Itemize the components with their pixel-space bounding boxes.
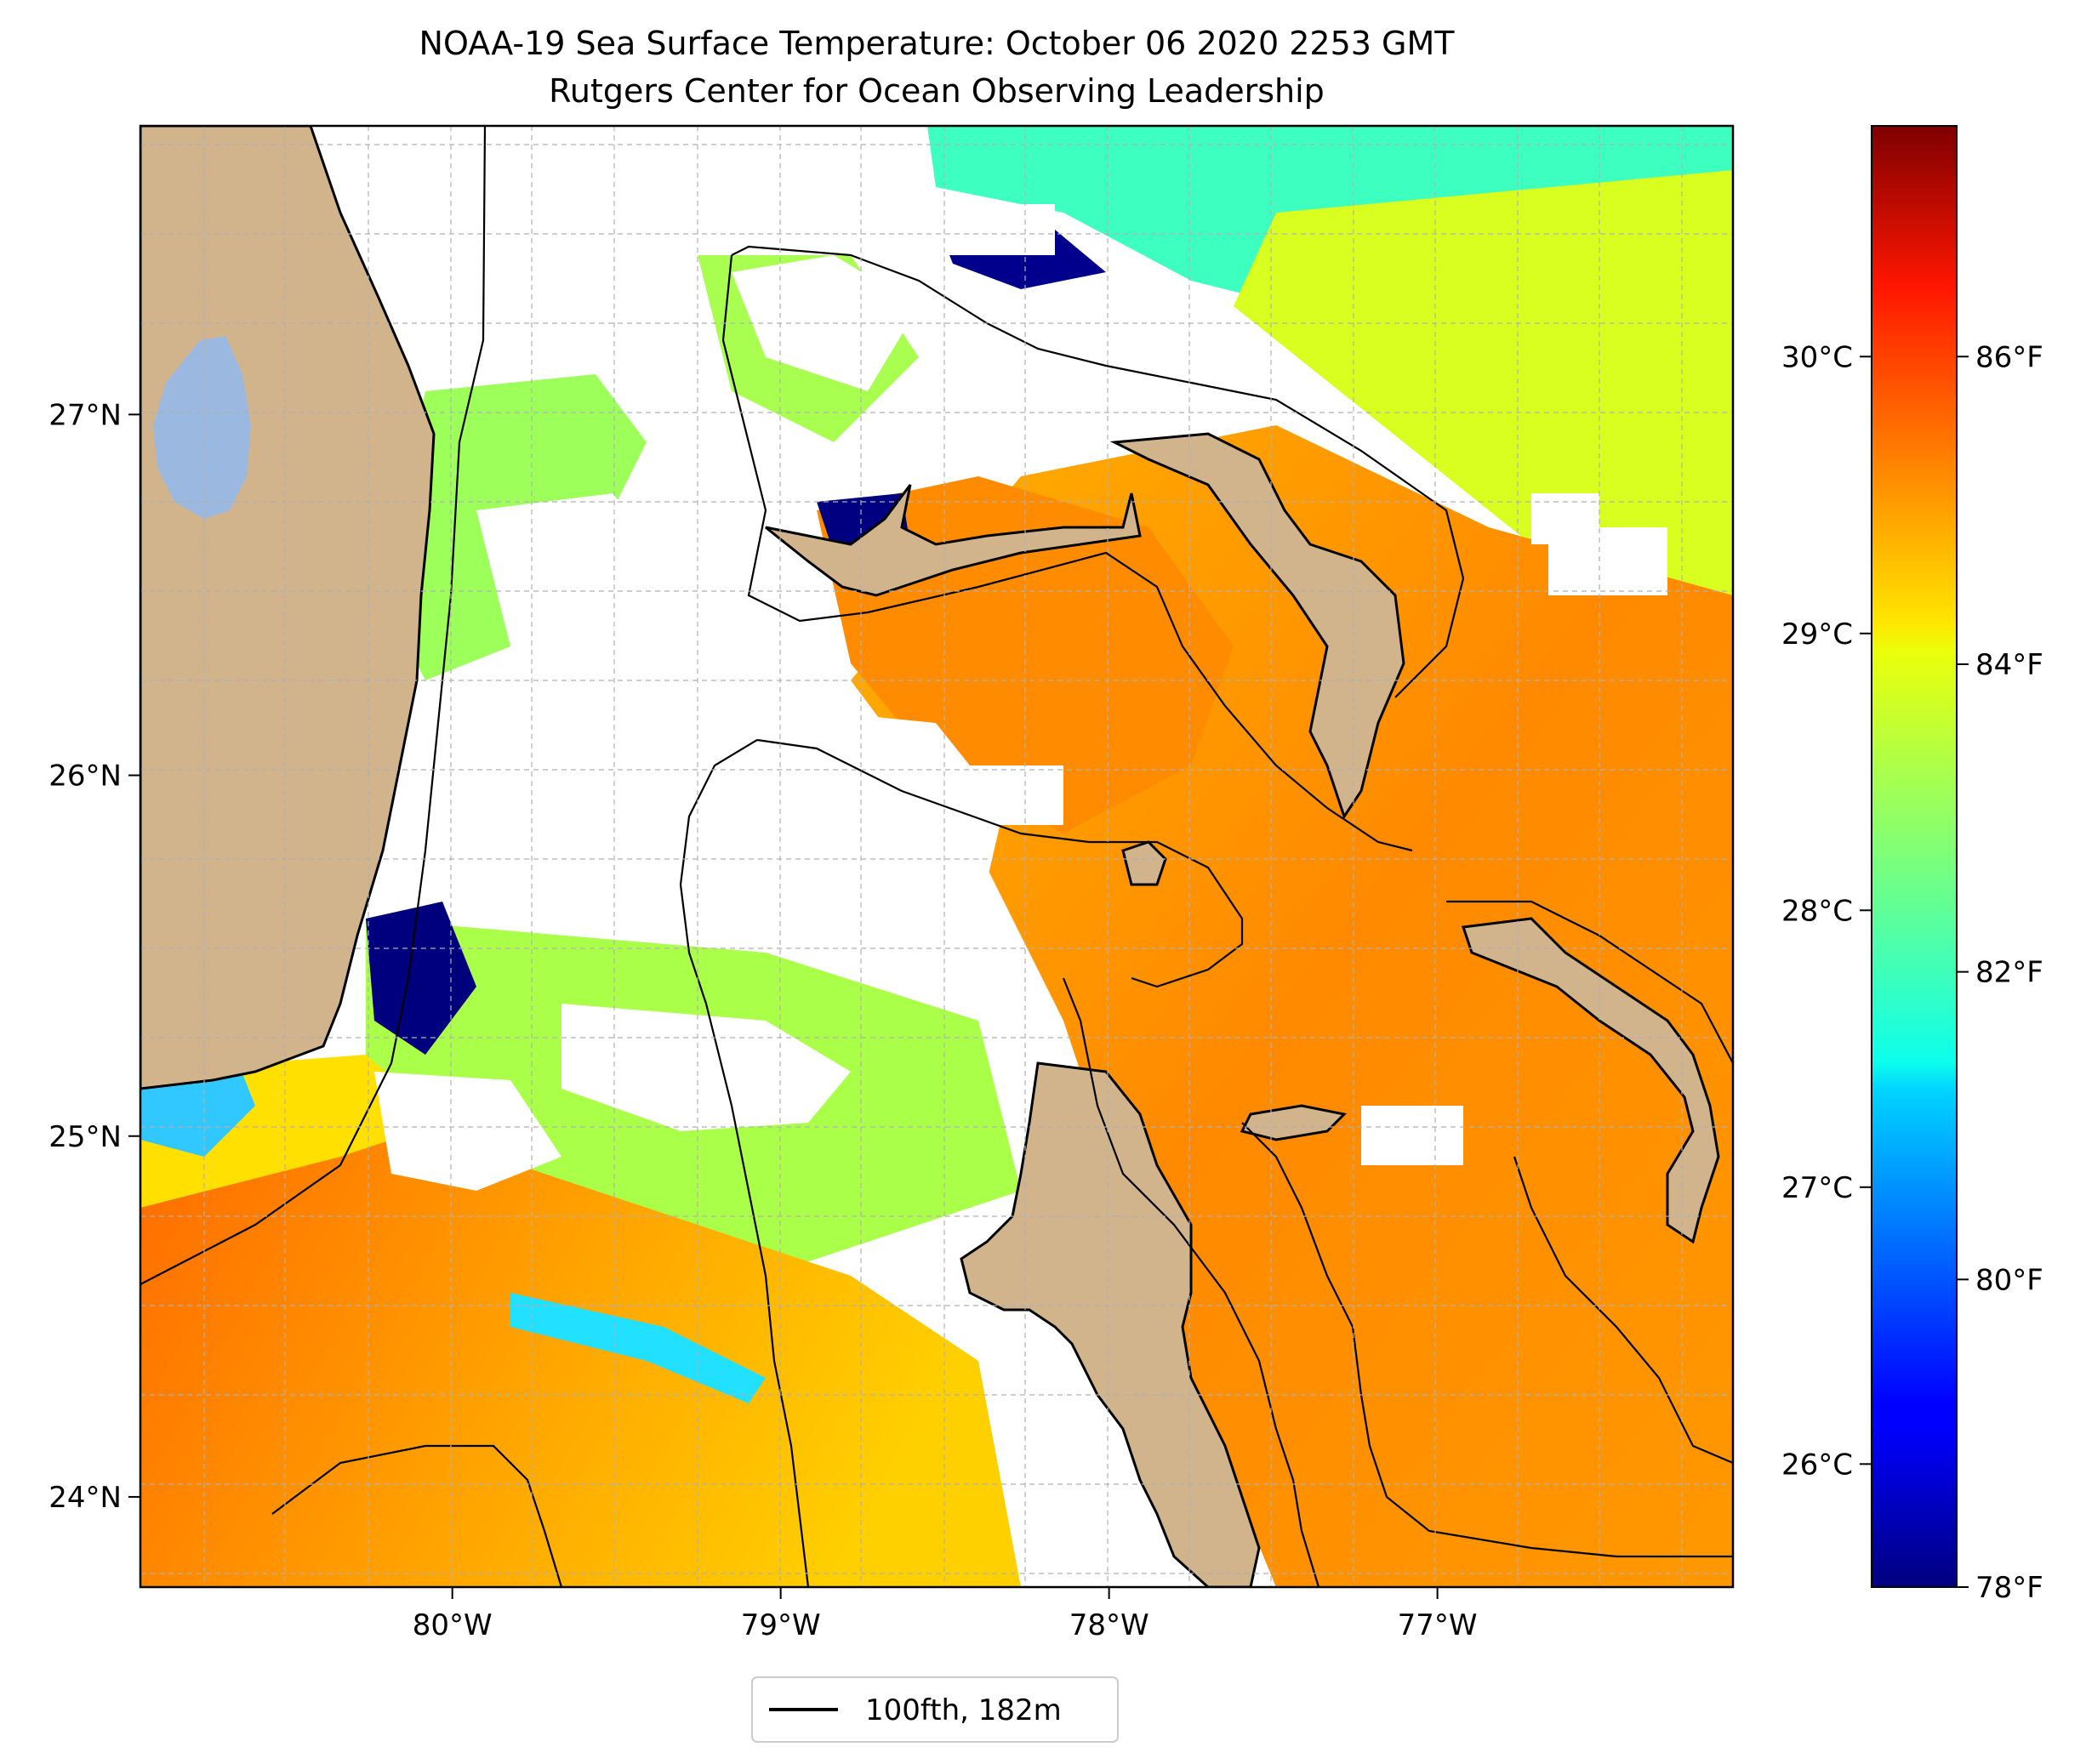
cloud-mask-east-2: [1361, 1106, 1463, 1165]
sst-region-south: [140, 1106, 1021, 1587]
legend-box: [751, 1676, 1119, 1743]
isobath-contours: [140, 126, 1733, 1587]
gridlines: [140, 126, 1733, 1587]
legend-entry-label: 100fth, 182m: [865, 1693, 1062, 1727]
sst-cold-patch-1: [366, 902, 476, 1055]
y-tick-label-0: 27°N: [48, 398, 122, 432]
land-berry-islands: [1121, 840, 1167, 886]
figure-title-line2: Rutgers Center for Ocean Observing Leade…: [549, 72, 1325, 110]
land-grand-bahama: [765, 484, 1142, 597]
x-tick-label-1: 79°W: [741, 1608, 821, 1642]
colorbar-ticks: 86°F 84°F 82°F 80°F 78°F 30°C 29°C 28°C 27°C 26°C: [1781, 340, 2043, 1605]
land-eleuthera: [1461, 917, 1720, 1244]
cloud-mask-south-1: [1055, 1497, 1140, 1556]
colorbar-c-label-4: 26°C: [1781, 1448, 1853, 1482]
isobath-eleuthera-east: [1446, 900, 1733, 1064]
isobath-florida-shelf: [140, 126, 487, 1285]
y-tick-label-3: 24°N: [48, 1481, 122, 1515]
isobath-andros-west: [1062, 977, 1320, 1587]
cloud-mask-north-1: [927, 204, 1055, 255]
colorbar-f-label-3: 80°F: [1975, 1263, 2043, 1297]
legend: 100fth, 182m: [751, 1676, 1119, 1743]
colorbar-f-label-1: 84°F: [1975, 648, 2043, 682]
isobath-west-tongue: [679, 739, 810, 1587]
colorbar-c-label-3: 27°C: [1781, 1171, 1853, 1205]
colorbar-f-label-2: 82°F: [1975, 956, 2043, 990]
sst-cyan-streak-1: [510, 1293, 766, 1403]
colorbar-f-label-4: 78°F: [1975, 1571, 2043, 1605]
figure-title-line1: NOAA-19 Sea Surface Temperature: October…: [419, 25, 1456, 62]
isobath-south-west: [271, 1444, 563, 1587]
cloud-mask-center-lower: [561, 1004, 851, 1131]
isobath-great-bahama-north: [721, 254, 1413, 852]
colorbar: 86°F 84°F 82°F 80°F 78°F 30°C 29°C 28°C 27°C 26°C: [1781, 125, 2043, 1605]
isobath-central: [756, 738, 1244, 988]
isobath-tongue-of-ocean: [1241, 1122, 1733, 1558]
cloud-mask-east-3: [1548, 527, 1667, 595]
land-abaco: [1109, 432, 1405, 820]
colorbar-c-label-1: 29°C: [1781, 617, 1853, 652]
isobath-exuma-sound: [1513, 1156, 1733, 1465]
land-new-providence: [1240, 1104, 1348, 1141]
x-tick-label-2: 78°W: [1069, 1608, 1149, 1642]
y-tick-label-2: 25°N: [48, 1120, 122, 1154]
cloud-mask-mid-1: [961, 765, 1063, 825]
map-frame: [139, 124, 1735, 1589]
cloud-mask-west: [476, 493, 681, 646]
cloud-mask-keys: [374, 1072, 561, 1191]
lake-okeechobee: [153, 336, 251, 519]
map-panel: [140, 126, 1733, 1587]
colorbar-c-label-2: 28°C: [1781, 894, 1853, 928]
colorbar-c-label-0: 30°C: [1781, 340, 1853, 374]
isobath-grand-bahama-bank: [731, 245, 1465, 698]
cloud-mask-center: [425, 680, 1004, 936]
colorbar-gradient: [1871, 125, 1958, 1588]
map-axis-ticks: 80°W 79°W 78°W 77°W 27°N 26°N 25°N 24°N: [48, 398, 1477, 1642]
land-andros: [960, 1061, 1261, 1587]
colorbar-f-label-0: 86°F: [1975, 340, 2043, 374]
sst-region-north-yellow: [1234, 170, 1733, 595]
x-tick-label-3: 77°W: [1398, 1608, 1478, 1642]
y-tick-label-1: 26°N: [48, 760, 122, 794]
cloud-masks: [374, 204, 1667, 1556]
x-tick-label-0: 80°W: [413, 1608, 493, 1642]
